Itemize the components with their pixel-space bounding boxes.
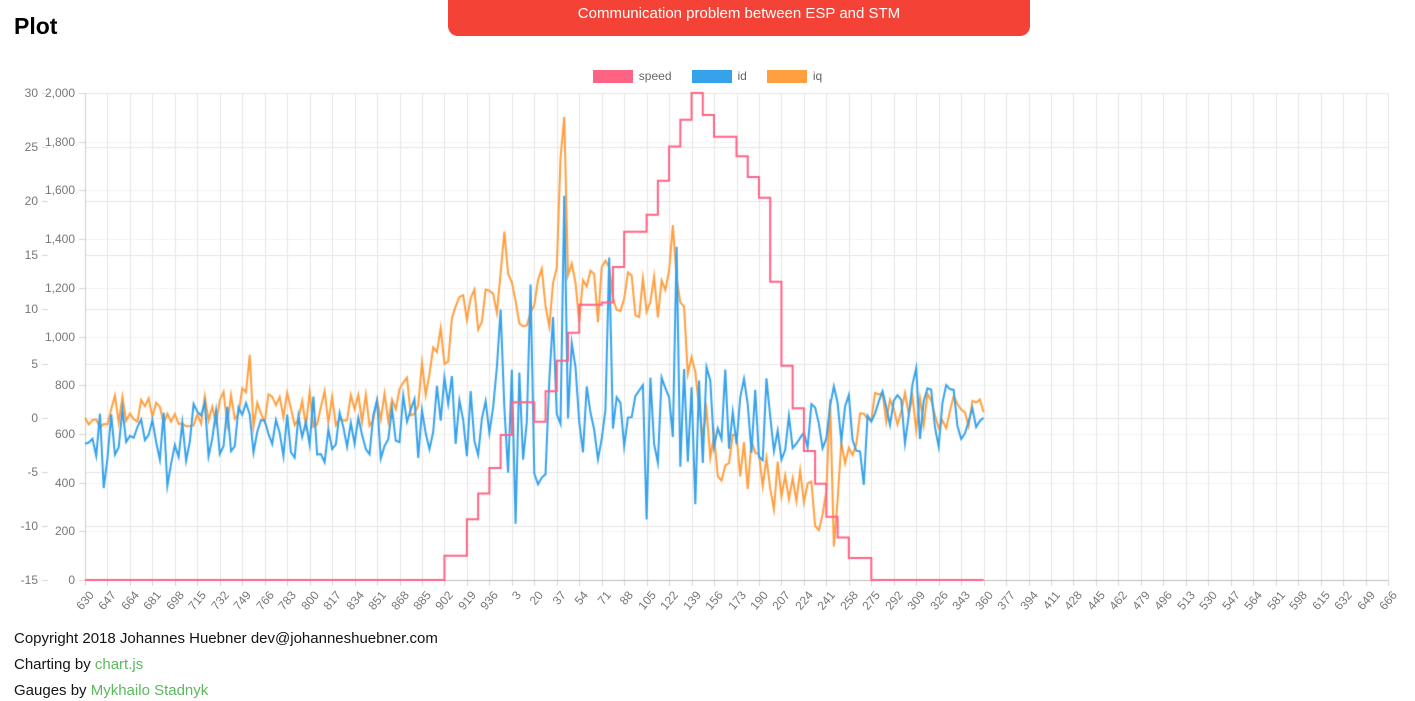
legend-swatch-iq [766,69,807,83]
y-tick-label-outer: -5 [27,464,38,479]
gauges-credit-line: Gauges by Mykhailo Stadnyk [14,681,208,701]
legend-item-iq[interactable]: iq [766,69,823,83]
y-tick-label-outer: 15 [24,248,38,263]
chart-canvas[interactable] [0,0,1415,610]
copyright-line: Copyright 2018 Johannes Huebner dev@joha… [14,629,438,649]
y-tick-label-inner: 1,600 [44,183,75,198]
legend-label-id: id [737,69,747,83]
y-tick-label-outer: -10 [20,518,38,533]
y-tick-label-outer: 20 [24,194,38,209]
y-tick-label-inner: 0 [68,573,75,587]
copyright-text: Copyright 2018 Johannes Huebner dev@joha… [14,630,438,647]
y-tick-label-outer: 0 [31,410,38,425]
gauges-prefix: Gauges by [14,682,91,699]
y-tick-label-inner: 1,000 [44,329,75,344]
y-tick-label-inner: 2,000 [44,86,75,100]
gauges-link[interactable]: Mykhailo Stadnyk [90,682,209,699]
legend-label-speed: speed [638,69,672,83]
y-tick-label-inner: 1,400 [44,232,75,247]
charting-credit-line: Charting by chart.js [14,655,143,675]
y-tick-label-outer: 30 [24,86,38,100]
y-tick-label-inner: 1,800 [44,134,75,149]
charting-prefix: Charting by [14,656,95,673]
legend-item-speed[interactable]: speed [592,69,672,83]
y-tick-label-inner: 400 [54,475,75,490]
y-tick-label-outer: -15 [20,573,38,587]
y-tick-label-outer: 25 [24,140,38,155]
y-tick-label-outer: 5 [31,356,38,371]
chart-legend: speed id iq [0,66,1415,86]
y-tick-label-inner: 200 [54,524,75,539]
y-tick-label-inner: 600 [54,426,75,441]
legend-item-id[interactable]: id [691,69,747,83]
y-tick-label-outer: 10 [24,302,38,317]
legend-label-iq: iq [812,69,823,83]
legend-swatch-speed [592,69,633,83]
chartjs-link[interactable]: chart.js [94,656,144,673]
y-tick-label-inner: 1,200 [44,280,75,295]
legend-swatch-id [691,69,732,83]
y-tick-label-inner: 800 [54,378,75,393]
